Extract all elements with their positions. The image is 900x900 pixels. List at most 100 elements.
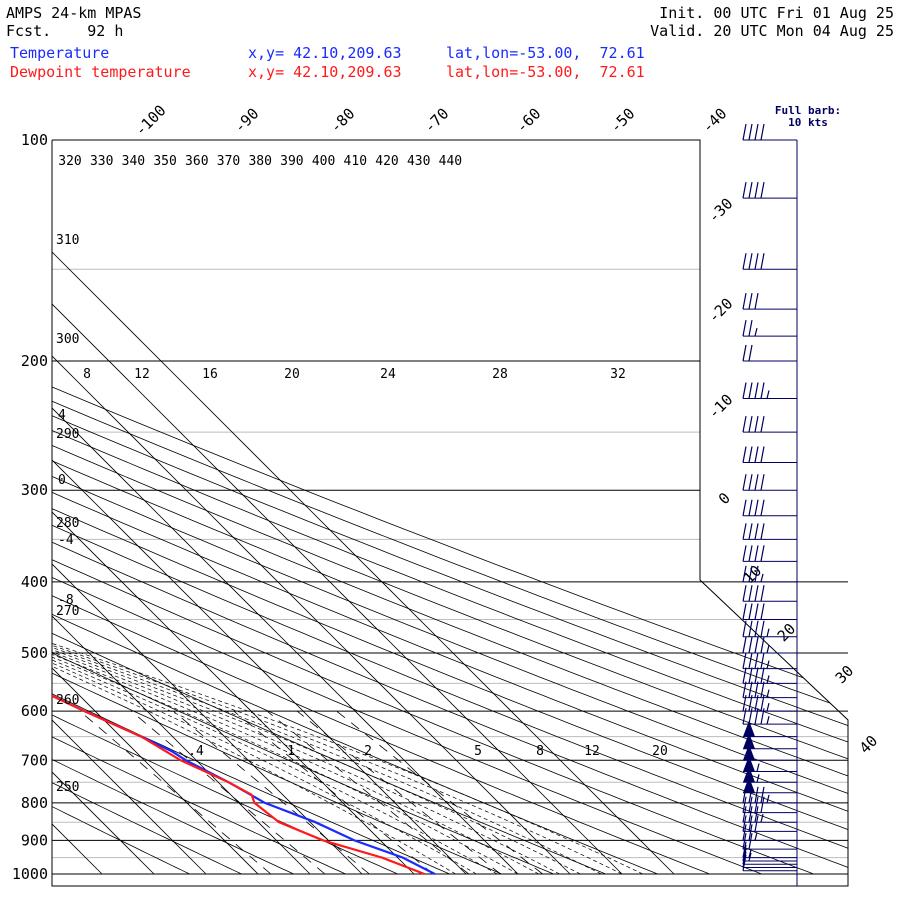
dry-adiabat-label: 250: [56, 780, 79, 795]
wind-barb-full: [748, 523, 753, 540]
wind-barb-pennant: [743, 766, 755, 783]
theta-label: 410: [344, 154, 367, 169]
wind-barb-full: [760, 523, 765, 540]
wind-barb-half: [766, 703, 770, 712]
wind-barb-full: [742, 636, 747, 654]
wind-barb-half: [766, 794, 770, 804]
isotherm-label: -60: [513, 105, 545, 137]
theta-e-label: 12: [134, 367, 150, 382]
wind-barb-full: [748, 474, 753, 491]
wind-barb: [742, 182, 797, 199]
profile-dewpoint-temperature: [52, 140, 425, 876]
wind-barb-full: [754, 123, 759, 141]
wind-barb-half: [760, 573, 764, 583]
wind-barb-half: [766, 716, 770, 725]
wind-barb-full: [742, 523, 747, 540]
wind-barb: [742, 565, 797, 583]
wind-barb-full: [754, 253, 759, 270]
isotherm-label: -40: [699, 105, 731, 137]
profile-lines: [52, 140, 436, 876]
mixing-ratio-label: 20: [652, 744, 668, 759]
wind-barb: [742, 545, 797, 562]
wind-barb-full: [748, 603, 753, 620]
wind-barb: [742, 848, 797, 865]
wind-barb-full: [754, 796, 759, 813]
wind-barb-half: [766, 644, 770, 654]
wind-barb-full: [742, 708, 747, 725]
wind-barb-full: [742, 182, 747, 199]
wind-barb-full: [742, 344, 747, 362]
isotherm-label: -100: [131, 101, 169, 139]
isotherm-label: 20: [774, 620, 800, 646]
background-grid: [51, 139, 849, 887]
wind-barb-full: [754, 446, 759, 463]
dry-adiabat-line: [52, 140, 502, 875]
dry-adiabat-line: [52, 140, 190, 875]
wind-barb-full: [760, 786, 765, 803]
theta-e-label: 32: [610, 367, 626, 382]
moist-label: 4: [58, 408, 66, 423]
wind-barb-full: [742, 382, 747, 399]
pressure-tick-label: 900: [21, 831, 48, 849]
mixing-ratio-label: 2: [364, 744, 372, 759]
isotherm-line: [52, 140, 623, 875]
wind-barb-full: [748, 796, 753, 813]
wind-barb-full: [754, 815, 759, 832]
wind-barb-full: [760, 253, 765, 270]
wind-barb-full: [742, 841, 747, 858]
wind-barb-full: [754, 523, 759, 540]
dry-adiabat-label: 260: [56, 693, 79, 708]
wind-barb: [742, 844, 797, 862]
wind-barb-full: [742, 123, 747, 141]
wind-barb: [742, 681, 797, 699]
theta-label: 330: [90, 154, 113, 169]
isotherm-label: -80: [327, 105, 359, 137]
dry-adiabat-line: [52, 140, 848, 875]
wind-barb-full: [742, 499, 747, 516]
wind-barb-full: [754, 545, 759, 562]
moist-adiabat-line: [52, 268, 560, 875]
pressure-tick-label: 700: [21, 751, 48, 769]
mixing-ratio-line: [131, 710, 326, 875]
wind-barb: [742, 815, 797, 832]
wind-barb-full: [742, 415, 747, 433]
isotherm-line: [52, 140, 467, 875]
wind-barb-full: [748, 585, 753, 602]
isotherm-label: -10: [705, 391, 737, 423]
wind-barb: [742, 523, 797, 540]
wind-barb: [742, 415, 797, 433]
valid-time: Valid. 20 UTC Mon 04 Aug 25: [650, 22, 894, 40]
moist-adiabat-line: [52, 268, 602, 875]
wind-barb-full: [742, 319, 747, 337]
wind-barb-full: [748, 545, 753, 562]
isotherm-line: [52, 140, 363, 875]
wind-barb-full: [748, 681, 753, 698]
dry-adiabat-line: [52, 140, 554, 875]
wind-barb: [742, 796, 797, 814]
wind-barb-full: [754, 499, 759, 516]
isotherm-line: [52, 140, 311, 875]
wind-barb: [742, 854, 797, 872]
dry-adiabat-line: [52, 140, 398, 875]
pressure-tick-label: 500: [21, 644, 48, 662]
isotherm-line: [52, 140, 675, 875]
wind-barb-full: [754, 620, 759, 637]
mixing-ratio-label: 5: [474, 744, 482, 759]
wind-barb-half: [766, 660, 770, 669]
wind-barb-full: [760, 695, 765, 712]
isotherm-label: 30: [832, 662, 858, 688]
mixing-ratio-line: [173, 710, 370, 875]
wind-barb-half: [748, 852, 752, 862]
wind-barb-full: [760, 545, 765, 562]
isotherm-line: [52, 140, 519, 875]
wind-barb-full: [760, 123, 765, 141]
wind-barb-full: [760, 585, 765, 602]
wind-barb-full: [754, 786, 759, 803]
wind-barb-full: [754, 708, 759, 725]
dry-adiabat-line: [52, 140, 848, 875]
moist-adiabat-line: [52, 268, 581, 875]
mixing-ratio-line: [79, 710, 272, 875]
wind-barb: [742, 474, 797, 491]
forecast-hour: Fcst. 92 h: [6, 22, 123, 40]
wind-barb: [742, 824, 797, 841]
